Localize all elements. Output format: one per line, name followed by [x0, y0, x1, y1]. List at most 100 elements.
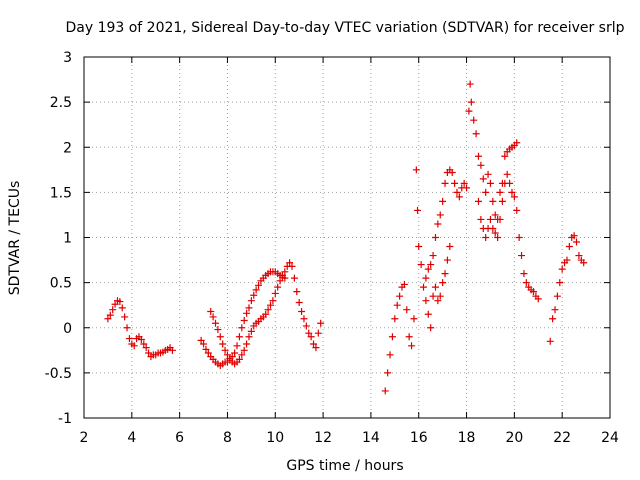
data-point [466, 80, 474, 88]
data-point [118, 304, 126, 312]
y-tick-label: 0 [63, 321, 72, 337]
data-point [305, 329, 313, 337]
data-point [274, 283, 282, 291]
data-point [298, 308, 306, 316]
data-point [429, 292, 437, 300]
data-point [238, 351, 246, 359]
data-point [455, 193, 463, 201]
data-point [451, 179, 459, 187]
data-point [403, 306, 411, 314]
data-point [431, 234, 439, 241]
data-point [405, 333, 413, 341]
data-point [522, 279, 530, 287]
data-point [247, 297, 255, 305]
data-point [314, 329, 322, 337]
data-point [434, 220, 442, 228]
chart-title: Day 193 of 2021, Sidereal Day-to-day VTE… [65, 20, 624, 36]
data-point [278, 271, 286, 279]
y-tick-label: 3 [63, 50, 72, 66]
data-point [513, 139, 521, 147]
data-point [243, 340, 251, 348]
data-point [130, 342, 138, 350]
data-point [424, 265, 432, 273]
data-point [202, 345, 210, 353]
data-point [463, 184, 471, 192]
data-point [271, 289, 279, 297]
data-point [484, 170, 492, 178]
data-point [427, 324, 435, 332]
data-point [491, 211, 499, 219]
data-point [573, 238, 581, 246]
data-point [240, 317, 248, 325]
data-point [443, 256, 451, 264]
data-point [300, 315, 308, 323]
data-point [214, 326, 222, 334]
data-point [580, 259, 588, 267]
data-point [140, 340, 148, 348]
data-point [475, 152, 482, 160]
data-point [441, 270, 449, 278]
data-point [286, 259, 294, 267]
x-tick-label: 12 [314, 430, 332, 446]
data-point [302, 322, 310, 330]
x-tick-label: 24 [601, 430, 619, 446]
data-point [104, 315, 112, 323]
data-point [422, 297, 430, 305]
data-point [518, 252, 526, 260]
y-tick-label: 0.5 [50, 276, 72, 292]
series-arc-8 [546, 232, 588, 345]
data-point [250, 291, 258, 299]
data-point [441, 179, 449, 187]
data-point [240, 346, 248, 354]
data-point [209, 313, 217, 321]
data-point [288, 262, 296, 270]
data-point [424, 310, 432, 318]
data-point [446, 243, 454, 251]
x-tick-label: 18 [458, 430, 476, 446]
data-point [219, 340, 227, 348]
data-point [475, 197, 482, 205]
x-tick-label: 2 [80, 430, 89, 446]
data-point [393, 301, 401, 309]
data-point [439, 197, 447, 205]
data-point [408, 342, 416, 350]
data-point [556, 279, 564, 287]
data-point [266, 301, 274, 309]
data-point [235, 333, 243, 341]
data-point [264, 306, 272, 314]
x-tick-label: 20 [505, 430, 523, 446]
data-point [388, 333, 396, 341]
data-point [121, 313, 129, 321]
x-axis-label: GPS time / hours [286, 458, 403, 474]
y-tick-label: -1 [58, 411, 72, 427]
data-point [503, 170, 511, 178]
data-point [565, 243, 573, 251]
data-point [510, 193, 518, 201]
data-point [145, 349, 153, 357]
data-point [453, 188, 461, 196]
data-point [534, 295, 542, 303]
plot-frame [83, 56, 611, 419]
grid-layer [84, 57, 610, 418]
data-point [491, 229, 499, 237]
y-tick-label: 1 [63, 231, 72, 247]
data-point [496, 215, 504, 223]
data-point [486, 215, 494, 223]
data-point [142, 344, 150, 352]
data-point [216, 333, 224, 341]
data-point [396, 292, 404, 300]
data-point [551, 306, 559, 314]
data-point [467, 98, 475, 106]
data-point [295, 298, 303, 306]
data-point [226, 354, 234, 362]
data-point [417, 261, 425, 269]
data-point [470, 116, 478, 124]
data-point [223, 351, 231, 359]
data-point [252, 286, 260, 294]
data-point [513, 206, 521, 214]
data-point [212, 319, 219, 327]
data-point [506, 179, 514, 187]
data-point [111, 300, 119, 308]
data-point [221, 346, 229, 354]
